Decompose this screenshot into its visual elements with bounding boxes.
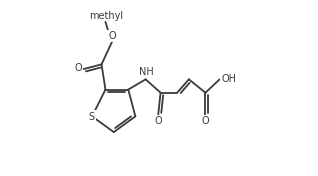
- Text: S: S: [88, 112, 94, 122]
- Text: NH: NH: [139, 67, 154, 77]
- Text: O: O: [202, 116, 209, 126]
- Text: OH: OH: [221, 74, 236, 84]
- Text: O: O: [109, 31, 116, 41]
- Text: O: O: [74, 62, 82, 73]
- Text: methyl: methyl: [89, 11, 123, 21]
- Text: O: O: [155, 116, 162, 126]
